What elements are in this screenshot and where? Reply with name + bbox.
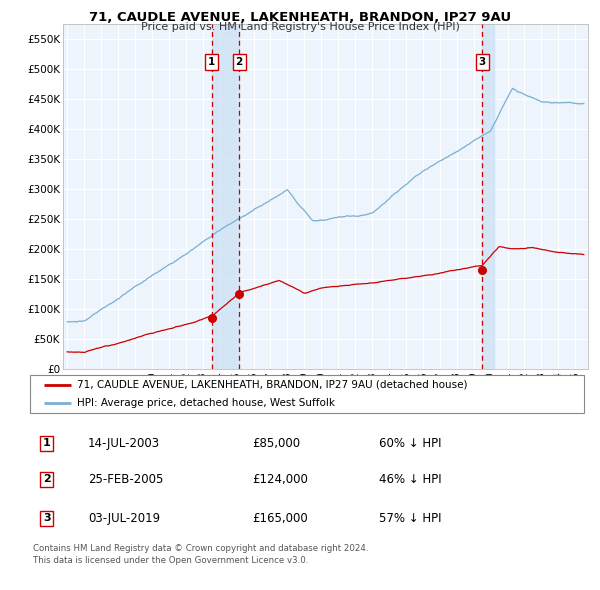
Text: 03-JUL-2019: 03-JUL-2019 xyxy=(88,512,160,525)
Text: 14-JUL-2003: 14-JUL-2003 xyxy=(88,437,160,450)
Text: 3: 3 xyxy=(43,513,50,523)
Bar xyxy=(482,24,494,369)
Text: 2: 2 xyxy=(236,57,243,67)
Text: 57% ↓ HPI: 57% ↓ HPI xyxy=(379,512,442,525)
Text: This data is licensed under the Open Government Licence v3.0.: This data is licensed under the Open Gov… xyxy=(33,556,308,565)
Text: Price paid vs. HM Land Registry's House Price Index (HPI): Price paid vs. HM Land Registry's House … xyxy=(140,22,460,32)
Text: 71, CAUDLE AVENUE, LAKENHEATH, BRANDON, IP27 9AU (detached house): 71, CAUDLE AVENUE, LAKENHEATH, BRANDON, … xyxy=(77,380,467,390)
Text: 3: 3 xyxy=(479,57,486,67)
FancyBboxPatch shape xyxy=(30,375,584,413)
Text: £165,000: £165,000 xyxy=(253,512,308,525)
Text: 71, CAUDLE AVENUE, LAKENHEATH, BRANDON, IP27 9AU: 71, CAUDLE AVENUE, LAKENHEATH, BRANDON, … xyxy=(89,11,511,24)
Text: 1: 1 xyxy=(43,438,50,448)
Text: £85,000: £85,000 xyxy=(253,437,301,450)
Text: £124,000: £124,000 xyxy=(253,473,308,486)
Bar xyxy=(212,24,239,369)
Text: HPI: Average price, detached house, West Suffolk: HPI: Average price, detached house, West… xyxy=(77,398,335,408)
Text: 1: 1 xyxy=(208,57,215,67)
Text: 46% ↓ HPI: 46% ↓ HPI xyxy=(379,473,442,486)
Text: Contains HM Land Registry data © Crown copyright and database right 2024.: Contains HM Land Registry data © Crown c… xyxy=(33,544,368,553)
Text: 60% ↓ HPI: 60% ↓ HPI xyxy=(379,437,442,450)
Text: 25-FEB-2005: 25-FEB-2005 xyxy=(88,473,163,486)
Text: 2: 2 xyxy=(43,474,50,484)
